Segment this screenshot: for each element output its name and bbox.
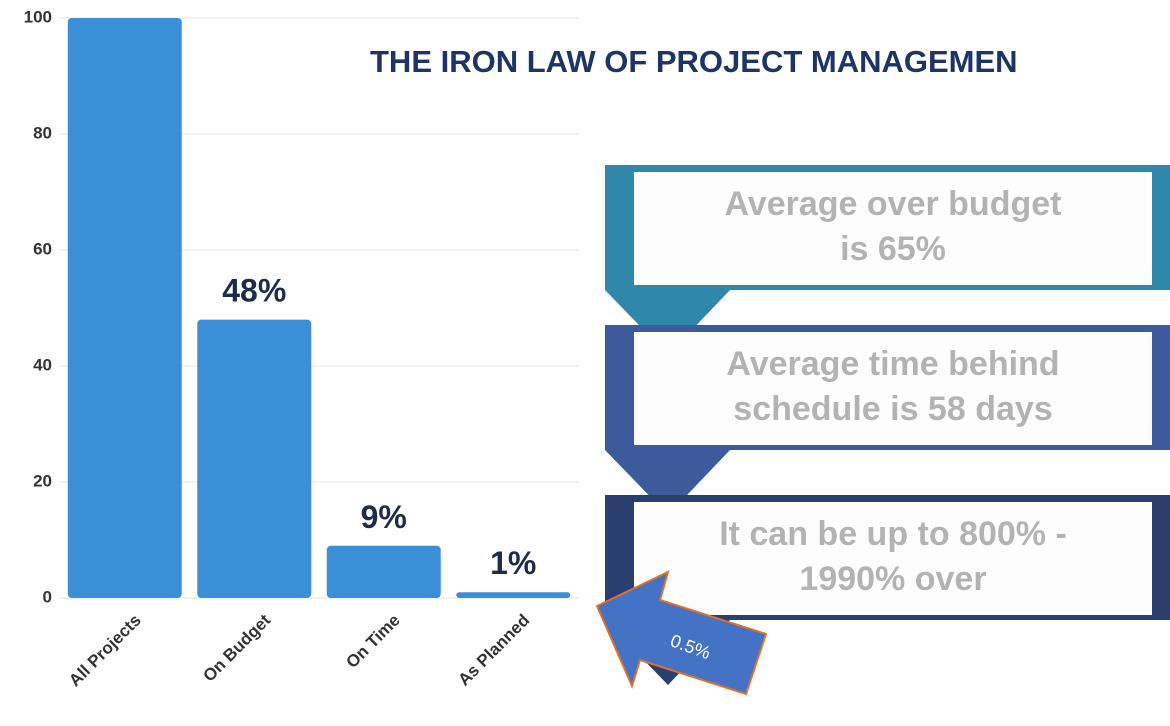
callout-box — [634, 502, 1152, 615]
plot: 0 20 40 60 80 100 All Projects On Budget 48% On T… — [24, 7, 578, 690]
x-tick-label: On Budget — [199, 610, 274, 685]
y-tick-label: 100 — [24, 7, 52, 26]
callout-text: 1990% over — [799, 560, 986, 598]
value-label: 1% — [490, 545, 536, 581]
bar — [67, 18, 182, 598]
chart-title: THE IRON LAW OF PROJECT MANAGEMEN — [370, 44, 1018, 79]
y-tick-label: 40 — [33, 355, 52, 374]
y-tick-label: 20 — [33, 471, 52, 490]
callout: It can be up to 800% - 1990% over — [605, 495, 1170, 685]
callout-text: schedule is 58 days — [733, 390, 1052, 428]
callout-text: is 65% — [840, 230, 946, 268]
x-tick-label: As Planned — [454, 611, 533, 690]
annotation-arrow: 0.5% — [595, 570, 768, 696]
y-tick-label: 0 — [43, 587, 52, 606]
value-label: 48% — [222, 273, 286, 309]
x-tick-label: On Time — [342, 611, 403, 672]
callout-box — [634, 332, 1152, 445]
y-tick-label: 80 — [33, 123, 52, 142]
bar — [326, 545, 441, 598]
x-tick-label: All Projects — [65, 611, 145, 691]
arrow — [595, 570, 768, 696]
callout: Average time behind schedule is 58 days — [605, 325, 1170, 515]
callout-text: It can be up to 800% - — [719, 515, 1067, 553]
callout-text: Average time behind — [726, 345, 1059, 383]
callout: Average over budget is 65% — [605, 165, 1170, 355]
bar — [456, 592, 571, 598]
callouts: Average over budget is 65% Average time be… — [605, 165, 1170, 685]
callout-text: Average over budget — [725, 185, 1062, 223]
bar — [197, 319, 312, 598]
callout-box — [634, 172, 1152, 285]
y-tick-label: 60 — [33, 239, 52, 258]
value-label: 9% — [361, 499, 407, 535]
